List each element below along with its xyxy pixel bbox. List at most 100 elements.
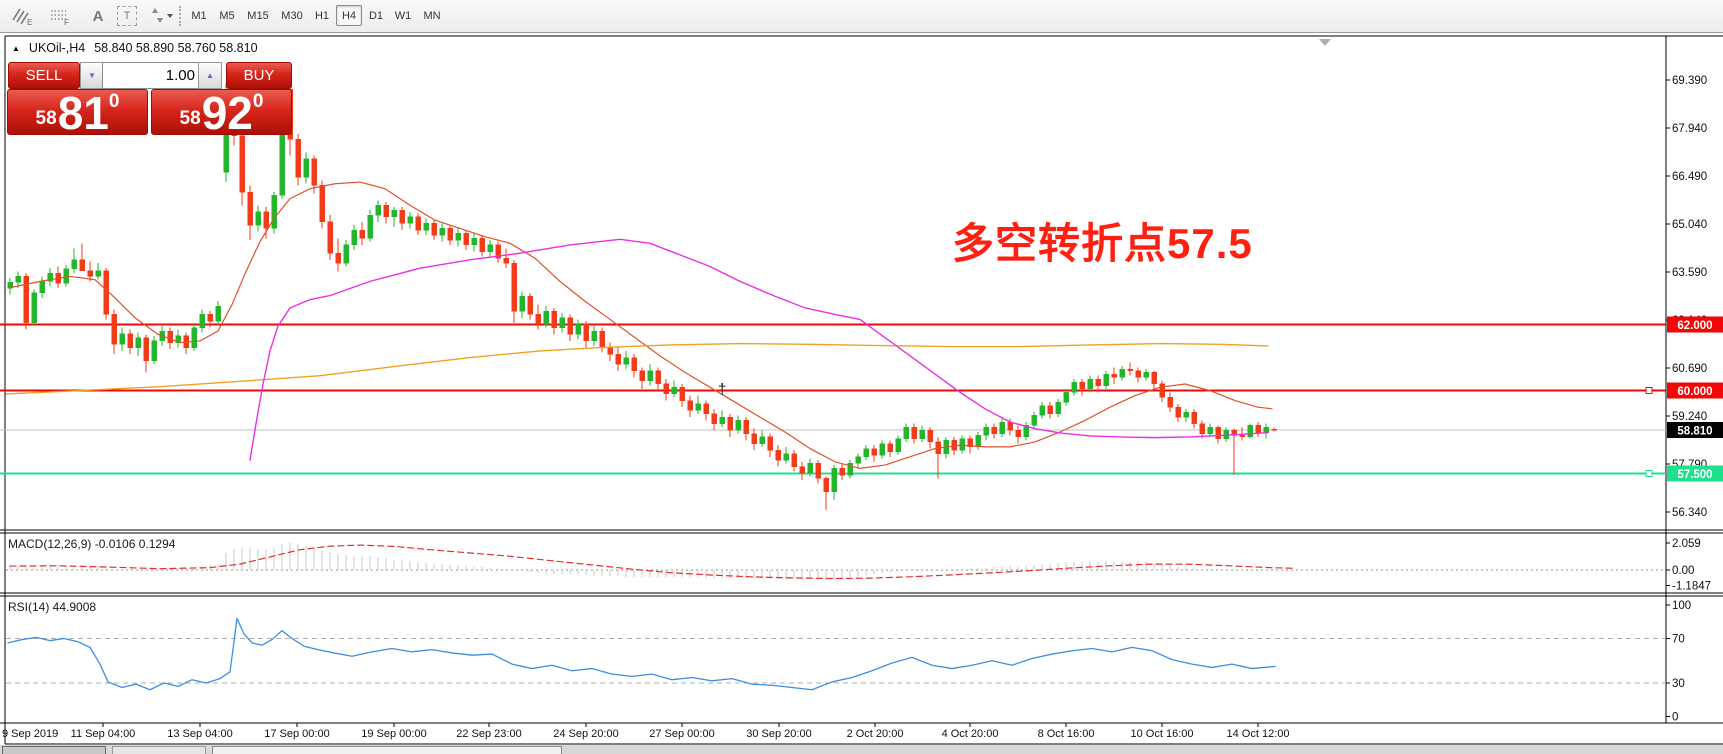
insert-text-icon[interactable]: A bbox=[92, 7, 104, 25]
timeframe-button-m1[interactable]: M1 bbox=[186, 6, 212, 26]
candle-body bbox=[319, 185, 325, 223]
candle-body bbox=[791, 453, 797, 467]
timeframe-button-mn[interactable]: MN bbox=[418, 6, 446, 26]
rsi-axis-label: 0 bbox=[1672, 712, 1678, 724]
collapse-triangle-icon[interactable]: ▲ bbox=[12, 43, 20, 53]
chart-annotation-text: 多空转折点57.5 bbox=[952, 220, 1253, 267]
timeframe-button-w1[interactable]: W1 bbox=[390, 6, 416, 26]
bottom-box-3[interactable] bbox=[212, 746, 562, 754]
price-tag-62.000 bbox=[1667, 316, 1723, 333]
candle-body bbox=[1207, 426, 1213, 434]
pattern-e-icon[interactable]: E bbox=[8, 5, 38, 27]
grid-f-icon[interactable]: F bbox=[46, 5, 76, 27]
candle-body bbox=[191, 327, 197, 348]
timeframe-button-h4[interactable]: H4 bbox=[336, 5, 362, 26]
candle-body bbox=[759, 436, 765, 444]
candle-body bbox=[511, 262, 517, 312]
toolbar-drag-handle[interactable] bbox=[179, 6, 184, 26]
candle-body bbox=[119, 333, 125, 345]
candle-body bbox=[983, 426, 989, 436]
candle-body bbox=[39, 281, 45, 294]
candle-body bbox=[359, 229, 365, 239]
candle-body bbox=[375, 205, 381, 216]
time-axis-label: 19 Sep 00:00 bbox=[361, 728, 426, 740]
candle-body bbox=[783, 453, 789, 461]
macd-axis-label: 0.00 bbox=[1672, 565, 1694, 577]
time-axis-label: 9 Sep 2019 bbox=[2, 728, 58, 740]
macd-axis-label: 2.059 bbox=[1672, 538, 1701, 550]
ma-gold bbox=[5, 342, 1269, 395]
timeframe-button-h1[interactable]: H1 bbox=[310, 6, 334, 26]
sell-price-button[interactable]: 58 81 0 bbox=[7, 89, 148, 136]
svg-text:E: E bbox=[27, 18, 32, 27]
arrows-dropdown-icon[interactable] bbox=[146, 5, 178, 27]
candle-body bbox=[927, 430, 933, 443]
candle-body bbox=[567, 317, 573, 335]
candle-body bbox=[1079, 382, 1085, 390]
timeframe-button-m15[interactable]: M15 bbox=[242, 6, 274, 26]
candle-body bbox=[151, 340, 157, 362]
candle-body bbox=[1095, 378, 1101, 386]
buy-price-sup: 0 bbox=[252, 91, 264, 112]
buy-button[interactable]: BUY bbox=[226, 62, 292, 89]
candle-body bbox=[71, 259, 77, 270]
candle-body bbox=[903, 426, 909, 439]
time-axis-label: 10 Oct 16:00 bbox=[1131, 728, 1194, 740]
volume-decrease-button[interactable]: ▼ bbox=[80, 62, 104, 89]
candle-body bbox=[1047, 405, 1053, 415]
price-axis-label: 66.490 bbox=[1672, 171, 1707, 183]
candle-body bbox=[263, 211, 269, 229]
candle-body bbox=[167, 330, 173, 343]
hline-handle-60.000[interactable] bbox=[1645, 387, 1653, 395]
candle-body bbox=[695, 403, 701, 411]
candle-body bbox=[623, 357, 629, 365]
chart-shift-triangle-icon[interactable] bbox=[1319, 39, 1331, 46]
candle-body bbox=[687, 400, 693, 411]
volume-input[interactable] bbox=[102, 62, 202, 89]
candle-body bbox=[199, 314, 205, 328]
price-axis-label: 69.390 bbox=[1672, 75, 1707, 87]
candle-body bbox=[311, 158, 317, 186]
candle-body bbox=[127, 333, 133, 348]
sell-button[interactable]: SELL bbox=[8, 62, 80, 89]
candle-body bbox=[799, 466, 805, 474]
candle-body bbox=[823, 478, 829, 492]
candle-body bbox=[527, 296, 533, 315]
svg-text:F: F bbox=[64, 18, 69, 27]
candle-body bbox=[871, 448, 877, 456]
volume-increase-button[interactable]: ▲ bbox=[198, 62, 222, 89]
timeframe-button-m5[interactable]: M5 bbox=[214, 6, 240, 26]
time-axis-label: 30 Sep 20:00 bbox=[746, 728, 811, 740]
candle-body bbox=[879, 443, 885, 456]
bottom-panel-fragment bbox=[0, 745, 1723, 754]
bottom-box-1[interactable] bbox=[2, 746, 106, 754]
current-price-tag-text: 58.810 bbox=[1677, 426, 1712, 438]
candle-body bbox=[79, 259, 85, 272]
candle-body bbox=[535, 314, 541, 325]
candle-body bbox=[1247, 425, 1253, 438]
bottom-box-2[interactable] bbox=[112, 746, 206, 754]
candle-body bbox=[559, 317, 565, 328]
candle-body bbox=[959, 438, 965, 451]
candle-body bbox=[423, 223, 429, 231]
candle-body bbox=[1167, 396, 1173, 408]
buy-price-digits: 92 bbox=[201, 87, 253, 140]
price-axis-label: 65.040 bbox=[1672, 219, 1707, 231]
candle-body bbox=[655, 370, 661, 385]
candle-body bbox=[431, 223, 437, 236]
text-label-icon[interactable]: T bbox=[114, 5, 140, 27]
timeframe-button-d1[interactable]: D1 bbox=[364, 6, 388, 26]
candle-body bbox=[703, 403, 709, 415]
candle-body bbox=[751, 433, 757, 444]
rsi-axis-label: 30 bbox=[1672, 678, 1685, 690]
time-axis-label: 24 Sep 20:00 bbox=[553, 728, 618, 740]
candle-body bbox=[911, 426, 917, 439]
timeframe-button-m30[interactable]: M30 bbox=[276, 6, 308, 26]
time-axis-label: 8 Oct 16:00 bbox=[1038, 728, 1095, 740]
candle-body bbox=[1255, 425, 1261, 434]
hline-handle-57.500[interactable] bbox=[1645, 469, 1653, 477]
candle-body bbox=[335, 252, 341, 264]
time-axis-label: 27 Sep 00:00 bbox=[649, 728, 714, 740]
candle-body bbox=[207, 314, 213, 322]
buy-price-button[interactable]: 58 92 0 bbox=[151, 87, 292, 140]
